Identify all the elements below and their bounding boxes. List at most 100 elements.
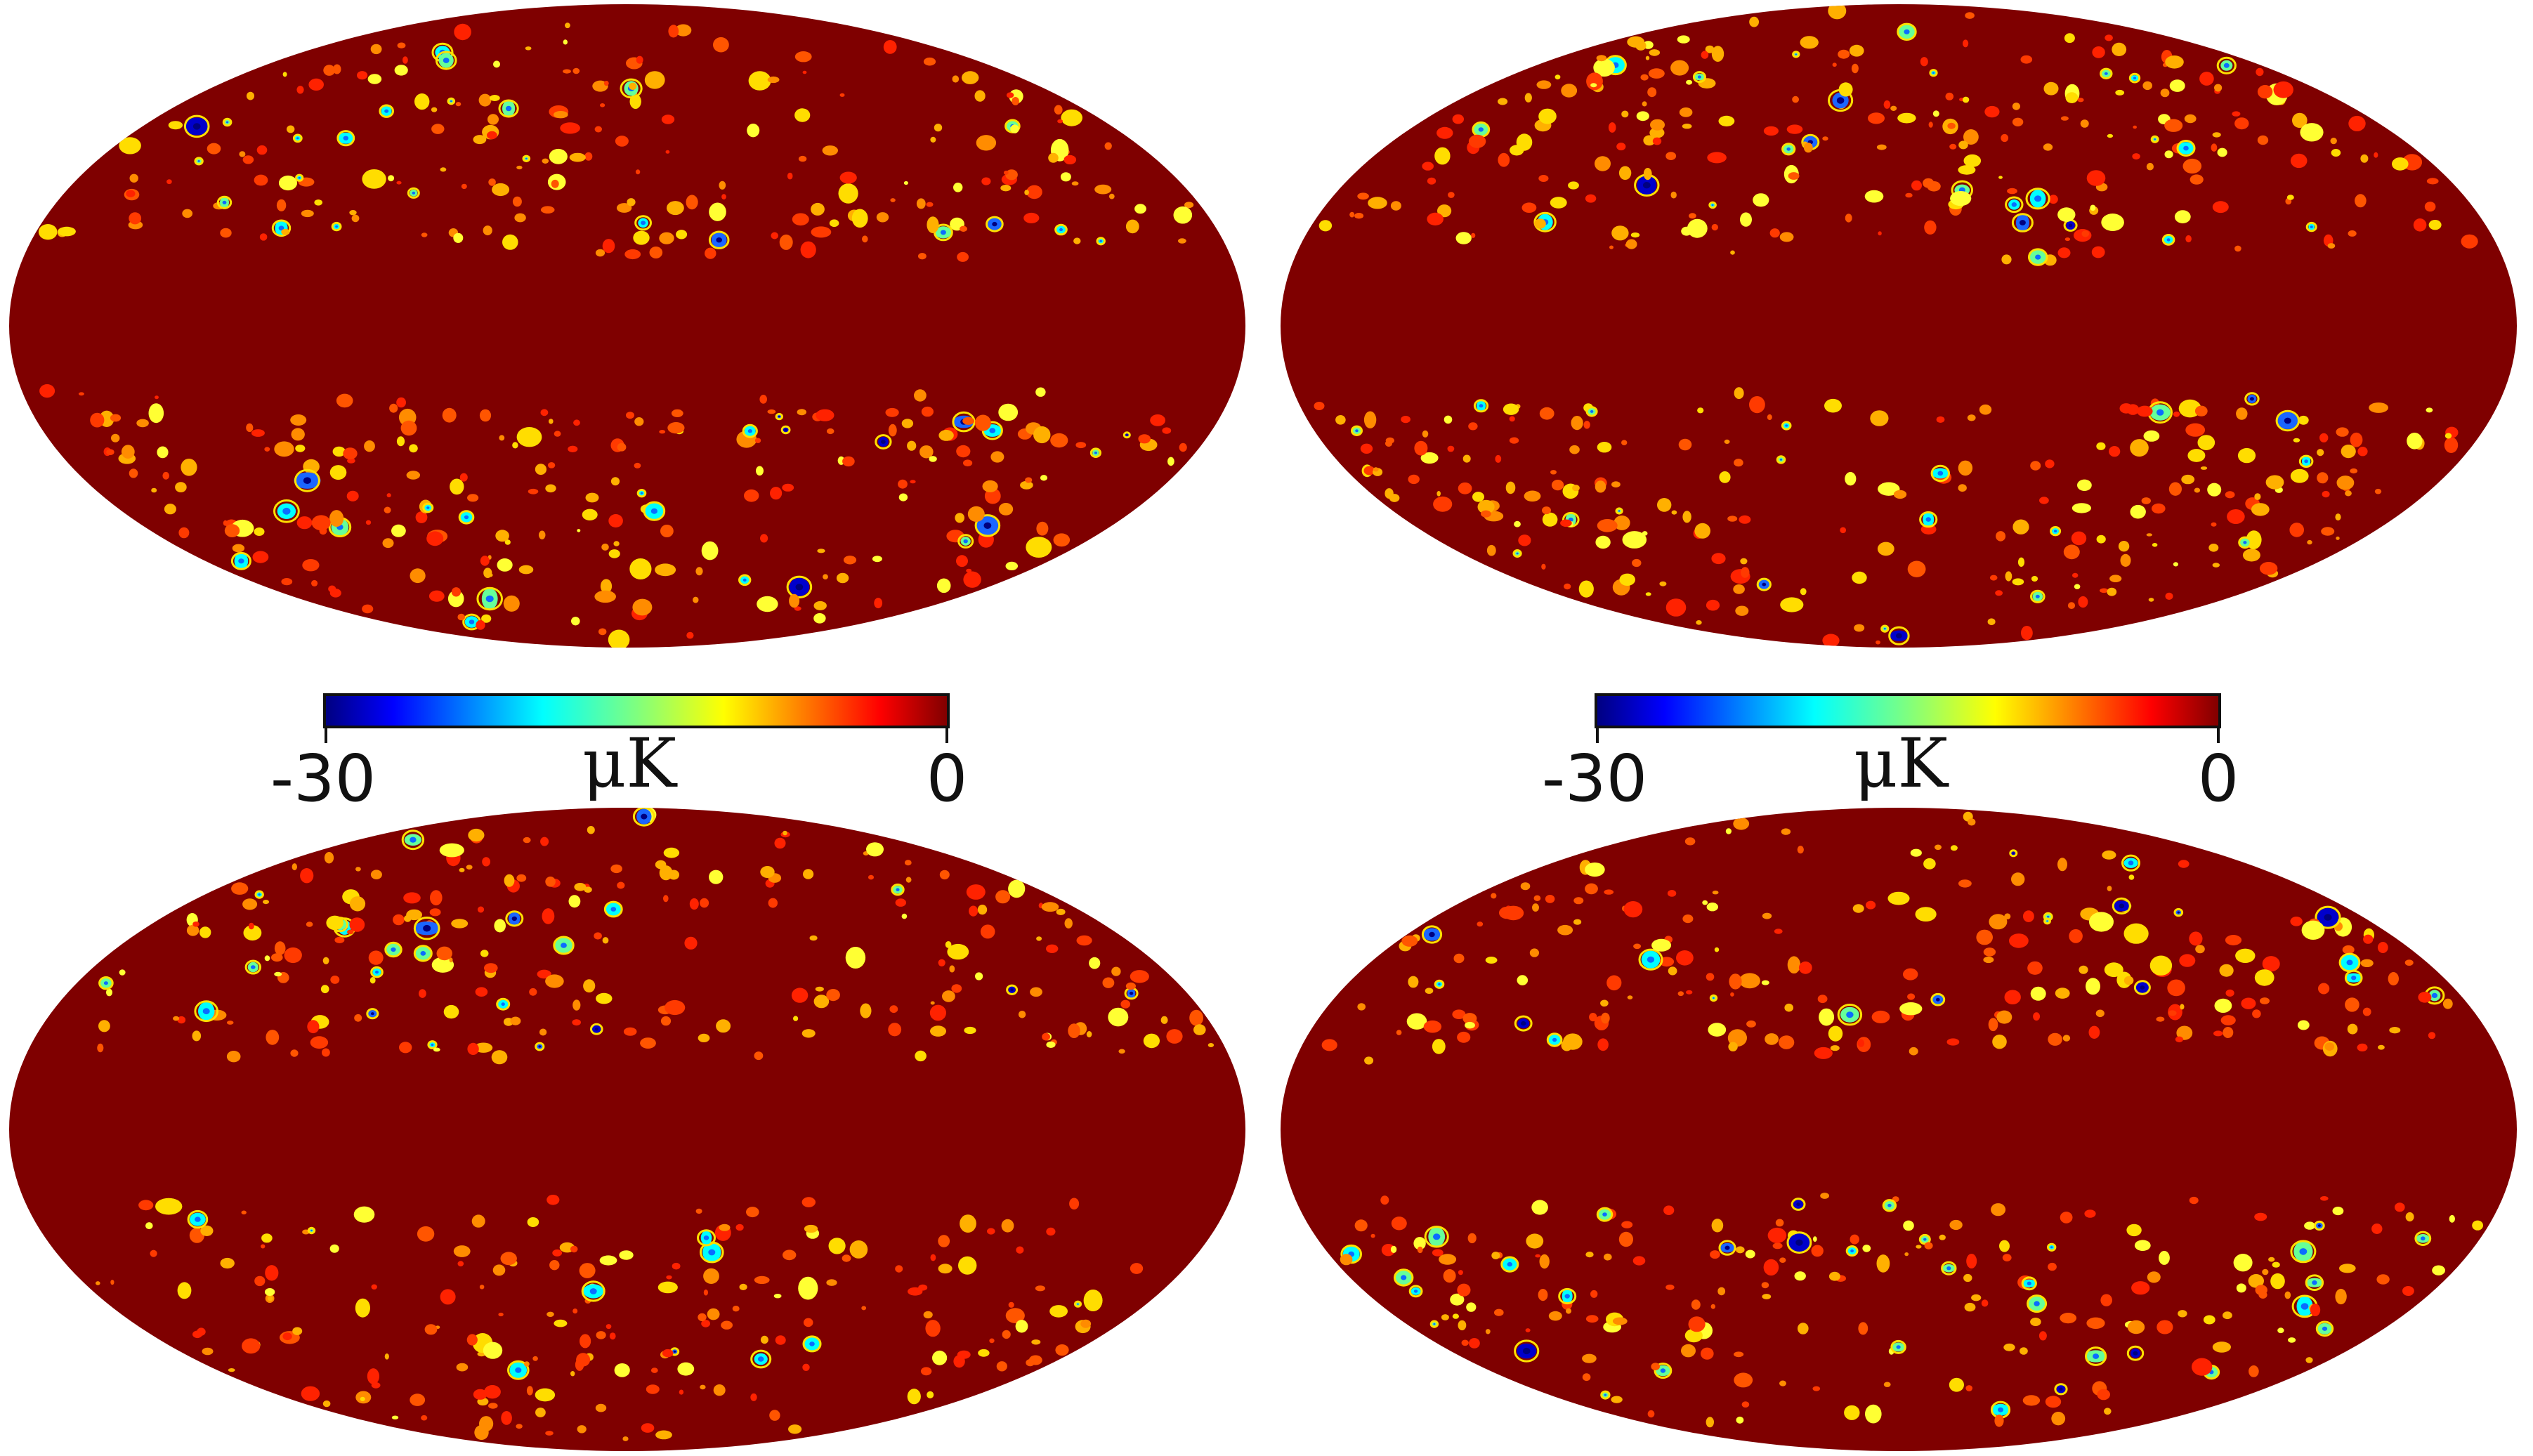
point-source xyxy=(2317,449,2324,457)
point-source xyxy=(1838,82,1853,97)
point-source-halo xyxy=(802,1335,822,1353)
point-source-core xyxy=(1795,1239,1803,1246)
point-source-halo xyxy=(1929,69,1938,77)
point-source xyxy=(1604,1253,1612,1261)
point-source-halo xyxy=(875,434,892,450)
point-source xyxy=(2033,1012,2041,1021)
point-source xyxy=(1987,618,1996,625)
point-source-halo xyxy=(427,1040,438,1049)
point-source xyxy=(1627,995,1633,999)
point-source xyxy=(703,1268,719,1284)
point-source xyxy=(540,206,555,214)
point-source xyxy=(1866,900,1876,910)
point-source xyxy=(1568,181,1579,190)
point-source-core xyxy=(278,225,284,231)
point-source xyxy=(1932,110,1939,117)
point-source xyxy=(1739,515,1751,524)
colorbar-gradient xyxy=(1595,693,2221,728)
point-source xyxy=(1711,1219,1724,1233)
point-source xyxy=(1055,1344,1069,1356)
point-source xyxy=(1878,482,1900,496)
point-source xyxy=(1538,108,1557,124)
point-source xyxy=(675,24,692,37)
point-source xyxy=(1733,818,1750,830)
point-source xyxy=(746,1207,759,1218)
point-source xyxy=(2173,411,2180,417)
point-source xyxy=(1967,414,1976,421)
point-source xyxy=(155,395,159,400)
point-source xyxy=(1569,445,1580,454)
point-source xyxy=(274,971,282,977)
point-source xyxy=(1854,624,1865,632)
point-source xyxy=(1608,122,1616,133)
point-source xyxy=(1385,437,1394,444)
point-source-core xyxy=(1887,1203,1892,1207)
point-source xyxy=(2268,1257,2275,1262)
point-source xyxy=(247,91,254,100)
point-source xyxy=(782,483,794,492)
point-source xyxy=(2100,588,2109,593)
point-source xyxy=(1573,919,1582,925)
point-source xyxy=(256,145,268,155)
point-source xyxy=(1840,527,1847,534)
point-source-halo xyxy=(1708,201,1717,209)
point-source xyxy=(953,183,963,192)
point-source xyxy=(1828,4,1847,20)
point-source xyxy=(1363,411,1377,428)
point-source xyxy=(2132,153,2140,160)
point-source-halo xyxy=(294,468,320,492)
point-source xyxy=(982,480,998,492)
point-source xyxy=(572,1019,581,1026)
point-source xyxy=(905,877,912,883)
point-source xyxy=(1763,1259,1779,1276)
point-source xyxy=(1436,126,1453,139)
point-source xyxy=(1870,410,1889,426)
point-source xyxy=(2371,1224,2383,1234)
point-source xyxy=(1741,1401,1750,1408)
point-source xyxy=(1714,947,1720,952)
point-source xyxy=(623,1027,637,1036)
point-source xyxy=(1971,1294,1982,1301)
point-source xyxy=(938,1235,950,1247)
point-source xyxy=(150,1250,157,1257)
point-source xyxy=(616,203,632,213)
point-source xyxy=(248,922,254,930)
point-source xyxy=(311,579,318,586)
point-source xyxy=(498,1312,504,1317)
point-source xyxy=(1002,1330,1011,1339)
point-source-halo xyxy=(750,1349,772,1369)
point-source-core xyxy=(1126,434,1128,436)
point-source xyxy=(1595,480,1606,493)
point-source xyxy=(2233,1254,2253,1272)
point-source xyxy=(349,917,365,932)
point-source xyxy=(595,249,606,257)
point-source xyxy=(1417,1246,1423,1254)
point-source xyxy=(849,1240,868,1259)
point-source-halo xyxy=(496,997,511,1011)
point-source-halo xyxy=(2173,907,2184,917)
point-source xyxy=(667,422,685,434)
point-source-core xyxy=(896,888,900,891)
point-source xyxy=(2407,433,2423,450)
point-source-core xyxy=(716,237,722,243)
point-source xyxy=(980,924,995,939)
point-source xyxy=(779,234,793,250)
point-source xyxy=(1878,231,1882,236)
point-source xyxy=(839,93,845,97)
point-source xyxy=(431,124,445,134)
point-source xyxy=(394,65,408,76)
point-source xyxy=(226,1051,241,1063)
point-source xyxy=(389,403,398,413)
point-source-halo xyxy=(2100,67,2113,80)
point-source xyxy=(2112,42,2127,56)
point-source-halo xyxy=(786,575,813,598)
colorbar-min-label: -30 xyxy=(1542,741,1647,816)
point-source xyxy=(259,233,268,241)
point-source xyxy=(2335,513,2341,521)
point-source-halo xyxy=(1882,1199,1897,1212)
point-source xyxy=(369,977,376,984)
point-source xyxy=(580,1334,591,1349)
point-source xyxy=(457,1261,464,1267)
point-source xyxy=(261,1244,266,1249)
point-source xyxy=(2248,1274,2264,1288)
